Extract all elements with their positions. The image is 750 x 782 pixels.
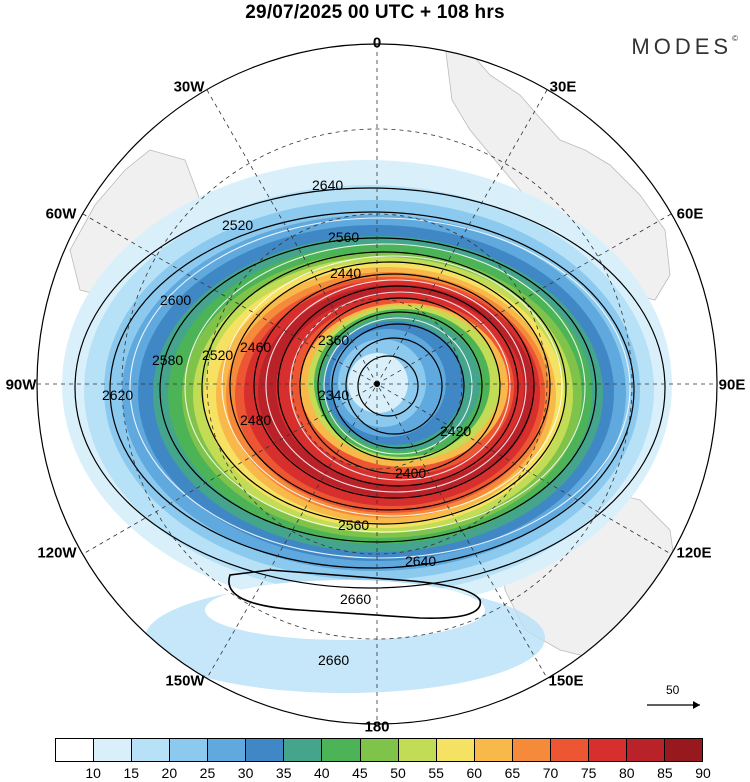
lon-label-180: 180 [364, 718, 390, 736]
contour-label: 2660 [318, 652, 349, 668]
colorbar-cell [56, 739, 95, 761]
colorbar-cell [208, 739, 247, 761]
colorbar-tick-label: 20 [161, 765, 178, 781]
lon-label-0: 0 [372, 34, 382, 52]
colorbar-tick-label: 55 [428, 765, 444, 781]
lon-label-90w: 90W [5, 376, 37, 394]
reference-vector-label: 50 [666, 683, 680, 697]
colorbar-cell [665, 739, 703, 761]
colorbar-cell [132, 739, 171, 761]
contour-label: 2640 [312, 177, 343, 193]
contour-label: 2460 [240, 339, 271, 355]
colorbar-cell [398, 739, 437, 761]
colorbar-cell [550, 739, 589, 761]
wind-speed-shading [62, 160, 672, 610]
colorbar-tick-label: 90 [695, 765, 711, 781]
colorbar-tick-label: 25 [199, 765, 216, 781]
colorbar-cell [284, 739, 323, 761]
contour-label: 2520 [222, 217, 253, 233]
contour-label: 2560 [328, 229, 359, 245]
map-title: 29/07/2025 00 UTC + 108 hrs [245, 2, 505, 23]
contour-label: 2520 [202, 347, 233, 363]
colorbar-tick-label: 80 [618, 765, 635, 781]
colorbar-cell [474, 739, 513, 761]
colorbar-tick-label: 60 [466, 765, 483, 781]
lon-label-150e: 150E [548, 672, 584, 690]
lon-label-60e: 60E [676, 205, 704, 223]
colorbar [55, 738, 703, 762]
contour-label: 2340 [318, 387, 349, 403]
height-contours [74, 187, 666, 619]
colorbar-cell [170, 739, 209, 761]
colorbar-tick-label: 35 [275, 765, 292, 781]
contour-label: 2440 [330, 265, 361, 281]
colorbar-tick-label: 65 [504, 765, 521, 781]
contour-label: 2360 [318, 332, 349, 348]
colorbar-tick-label: 45 [352, 765, 368, 781]
colorbar-cell [246, 739, 285, 761]
lon-label-120e: 120E [676, 544, 712, 562]
contour-label-layer: 2640 2520 2560 2440 2600 2580 2520 2460 … [102, 177, 471, 668]
lon-label-90e: 90E [718, 376, 746, 394]
colorbar-cell [360, 739, 399, 761]
colorbar-cell [512, 739, 551, 761]
reference-vector-arrow [647, 701, 700, 709]
colorbar-tick-label: 75 [580, 765, 597, 781]
contour-label: 2480 [240, 412, 271, 428]
contour-label: 2600 [160, 292, 191, 308]
colorbar-tick-label: 40 [314, 765, 330, 781]
map-boundary [36, 43, 718, 725]
contour-label: 2400 [395, 465, 426, 481]
colorbar-cell [436, 739, 475, 761]
colorbar-tick-label: 70 [542, 765, 559, 781]
africa-landmass [444, 44, 671, 301]
contour-label: 2620 [102, 387, 133, 403]
colorbar-cell [588, 739, 627, 761]
colorbar-tick-label: 85 [657, 765, 673, 781]
colorbar-tick-label: 10 [85, 765, 101, 781]
lon-label-30e: 30E [549, 78, 577, 96]
contour-label: 2580 [152, 352, 183, 368]
contour-label: 2420 [440, 423, 471, 439]
brand-logo: MODES© [631, 34, 738, 59]
colorbar-tick-label: 50 [390, 765, 406, 781]
contour-label: 2660 [340, 591, 371, 607]
lon-label-150w: 150W [165, 672, 205, 690]
contour-label: 2560 [338, 517, 369, 533]
wind-streamlines [129, 217, 631, 559]
colorbar-cell [322, 739, 361, 761]
colorbar-cell [626, 739, 665, 761]
colorbar-cell [94, 739, 133, 761]
contour-label: 2640 [405, 553, 436, 569]
lon-label-30w: 30W [173, 78, 205, 96]
lon-label-120w: 120W [37, 544, 77, 562]
colorbar-tick-label: 15 [123, 765, 140, 781]
south-pole-marker [374, 381, 380, 387]
lon-label-60w: 60W [45, 205, 77, 223]
colorbar-tick-label: 30 [237, 765, 254, 781]
